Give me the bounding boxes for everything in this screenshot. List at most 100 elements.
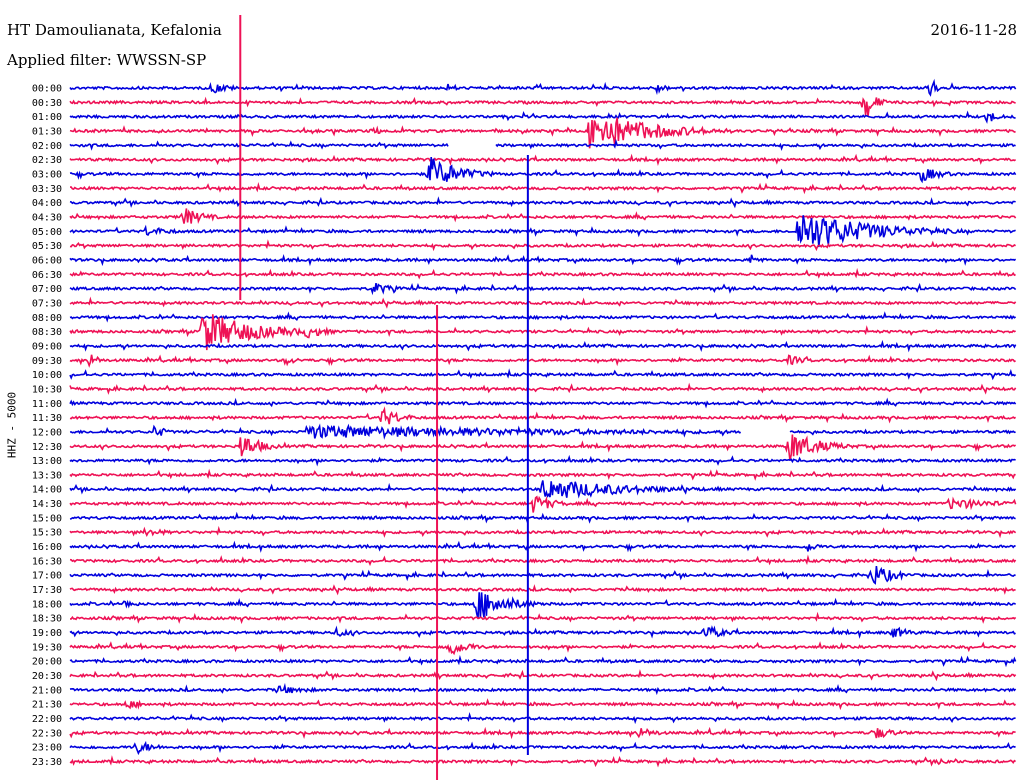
- row-time-label: 09:30: [32, 356, 62, 367]
- row-time-label: 09:00: [32, 341, 62, 352]
- row-time-label: 16:00: [32, 542, 62, 553]
- row-time-label: 03:00: [32, 169, 62, 180]
- trace-row: [69, 423, 1016, 440]
- trace-row: [69, 296, 1017, 309]
- trace-row: [69, 540, 1016, 553]
- row-time-label: 10:00: [32, 370, 62, 381]
- row-time-label: 10:30: [32, 384, 62, 395]
- row-time-label: 16:30: [32, 556, 62, 567]
- station-title: HT Damoulianata, Kefalonia: [7, 21, 222, 39]
- trace-row: [69, 267, 1016, 280]
- trace-row: [69, 239, 1017, 252]
- row-time-label: 06:00: [32, 255, 62, 266]
- trace-row: [69, 468, 1016, 481]
- row-time-label: 15:00: [32, 513, 62, 524]
- row-time-label: 14:30: [32, 499, 62, 510]
- row-time-label: 05:00: [32, 227, 62, 238]
- row-time-label: 01:30: [32, 126, 62, 137]
- row-time-label: 23:30: [32, 757, 62, 768]
- row-time-label: 00:30: [32, 98, 62, 109]
- trace-row: [69, 525, 1017, 539]
- row-time-label: 12:30: [32, 442, 62, 453]
- trace-row: [69, 368, 1017, 381]
- row-time-label: 20:00: [32, 657, 62, 668]
- trace-row: [69, 698, 1017, 711]
- trace-row: [69, 339, 1017, 353]
- row-time-label: 07:30: [32, 298, 62, 309]
- trace-row: [69, 755, 1017, 768]
- trace-row: [69, 669, 1017, 682]
- row-time-label: 13:30: [32, 470, 62, 481]
- row-time-label: 13:00: [32, 456, 62, 467]
- row-time-label: 18:30: [32, 614, 62, 625]
- trace-row: [70, 611, 1017, 625]
- trace-row: [69, 592, 1017, 619]
- trace-row: [69, 495, 1017, 513]
- trace-row: [69, 726, 1016, 740]
- row-time-label: 02:30: [32, 155, 62, 166]
- row-time-label: 15:30: [32, 528, 62, 539]
- row-time-label: 06:30: [32, 270, 62, 281]
- trace-row: [69, 406, 1017, 425]
- trace-row: [69, 153, 1017, 167]
- trace-row: [69, 641, 1017, 656]
- trace-row: [69, 554, 1017, 567]
- trace-row: [69, 511, 1016, 524]
- trace-row: [69, 566, 1016, 585]
- trace-row: [70, 181, 1017, 195]
- trace-row: [69, 196, 1016, 209]
- filter-label: Applied filter: WWSSN-SP: [7, 51, 207, 69]
- trace-row: [69, 208, 1017, 225]
- row-time-label: 22:30: [32, 728, 62, 739]
- trace-row: [69, 654, 1017, 668]
- row-time-label: 14:00: [32, 485, 62, 496]
- trace-row: [69, 215, 1016, 248]
- row-time-label: 11:00: [32, 399, 62, 410]
- row-time-label: 18:00: [32, 599, 62, 610]
- row-time-label: 19:30: [32, 642, 62, 653]
- row-time-label: 04:00: [32, 198, 62, 209]
- row-time-label: 05:30: [32, 241, 62, 252]
- trace-row: [69, 382, 1017, 395]
- row-time-label: 04:30: [32, 212, 62, 223]
- row-time-label: 02:00: [32, 141, 62, 152]
- row-time-label: 20:30: [32, 671, 62, 682]
- trace-row: [69, 711, 1016, 725]
- trace-row: [69, 314, 1017, 351]
- trace-row: [69, 682, 1017, 696]
- trace-row: [69, 138, 1016, 151]
- trace-row: [69, 282, 1017, 296]
- row-time-label: 11:30: [32, 413, 62, 424]
- trace-row: [69, 254, 1017, 267]
- row-time-label: 12:00: [32, 427, 62, 438]
- row-time-label: 01:00: [32, 112, 62, 123]
- date-label: 2016-11-28: [930, 21, 1017, 39]
- row-time-label: 23:00: [32, 743, 62, 754]
- trace-row: [69, 584, 1016, 596]
- row-time-label: 08:30: [32, 327, 62, 338]
- trace-row: [69, 78, 1017, 97]
- trace-row: [69, 117, 1016, 149]
- row-time-label: 08:00: [32, 313, 62, 324]
- trace-row: [69, 157, 1017, 184]
- trace-row: [69, 434, 1017, 461]
- row-time-label: 00:00: [32, 84, 62, 95]
- row-time-label: 21:30: [32, 700, 62, 711]
- trace-row: [69, 96, 1016, 117]
- trace-row: [69, 740, 1016, 756]
- trace-row: [69, 625, 1016, 639]
- trace-row: [69, 311, 1017, 323]
- trace-row: [69, 397, 1017, 409]
- row-time-label: 17:30: [32, 585, 62, 596]
- row-time-label: 07:00: [32, 284, 62, 295]
- trace-row: [69, 110, 1016, 124]
- row-time-label: 17:00: [32, 571, 62, 582]
- row-time-label: 21:00: [32, 685, 62, 696]
- trace-row: [69, 354, 1016, 368]
- row-time-label: 03:30: [32, 184, 62, 195]
- trace-row: [69, 480, 1017, 499]
- row-time-label: 22:00: [32, 714, 62, 725]
- trace-row: [69, 454, 1016, 467]
- row-time-label: 19:00: [32, 628, 62, 639]
